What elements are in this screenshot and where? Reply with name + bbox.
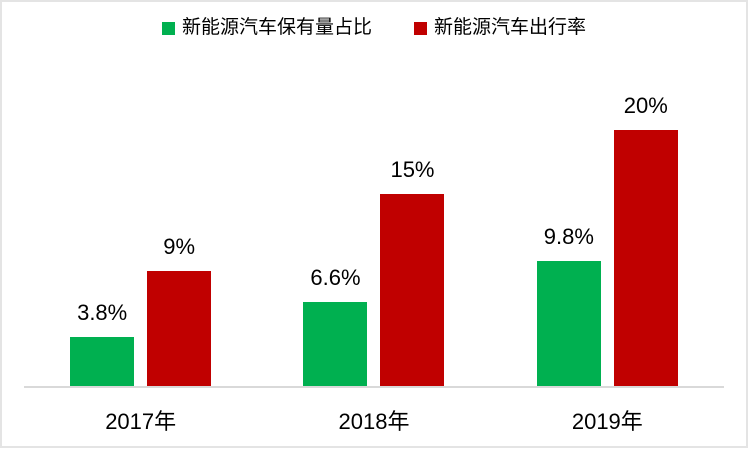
bar-wrap-2019-travel: 20%	[613, 93, 678, 386]
bar-group-2019: 9.8% 20%	[491, 62, 724, 386]
legend-swatch-green-icon	[161, 21, 175, 35]
bar-2018-travel	[380, 194, 445, 386]
bar-group-2018: 6.6% 15%	[257, 62, 490, 386]
data-label-2019-ownership: 9.8%	[543, 224, 594, 249]
bar-2019-travel	[613, 130, 678, 386]
legend-label-ownership-share: 新能源汽车保有量占比	[181, 17, 372, 38]
data-label-2017-travel: 9%	[163, 234, 196, 259]
bar-wrap-2017-travel: 9%	[147, 234, 212, 386]
bar-2018-ownership	[303, 302, 368, 386]
legend-swatch-red-icon	[414, 21, 427, 35]
bar-groups: 3.8% 9% 6.6% 15%	[24, 62, 724, 386]
legend-item-travel-rate: 新能源汽车出行率	[414, 17, 586, 40]
bar-wrap-2018-ownership: 6.6%	[303, 265, 368, 386]
data-label-2019-travel: 20%	[623, 93, 668, 118]
bar-wrap-2019-ownership: 9.8%	[536, 224, 601, 386]
legend-label-travel-rate: 新能源汽车出行率	[434, 17, 587, 38]
x-axis-label-2019: 2019年	[571, 409, 643, 434]
chart-legend: 新能源汽车保有量占比 新能源汽车出行率	[2, 17, 746, 40]
x-axis-labels: 2017年 2018年 2019年	[24, 404, 724, 436]
bar-2019-ownership	[536, 261, 601, 386]
legend-item-ownership-share: 新能源汽车保有量占比	[161, 17, 372, 40]
bar-wrap-2018-travel: 15%	[380, 157, 445, 386]
bar-2017-travel	[147, 271, 212, 386]
data-label-2018-ownership: 6.6%	[310, 265, 361, 290]
x-axis-label-2018: 2018年	[338, 409, 410, 434]
data-label-2018-travel: 15%	[390, 157, 435, 182]
x-axis-label-2017: 2017年	[105, 409, 177, 434]
plot-area: 3.8% 9% 6.6% 15%	[24, 62, 724, 388]
bar-wrap-2017-ownership: 3.8%	[70, 300, 135, 386]
data-label-2017-ownership: 3.8%	[77, 300, 128, 325]
bar-group-2017: 3.8% 9%	[24, 62, 257, 386]
bar-2017-ownership	[70, 337, 135, 386]
